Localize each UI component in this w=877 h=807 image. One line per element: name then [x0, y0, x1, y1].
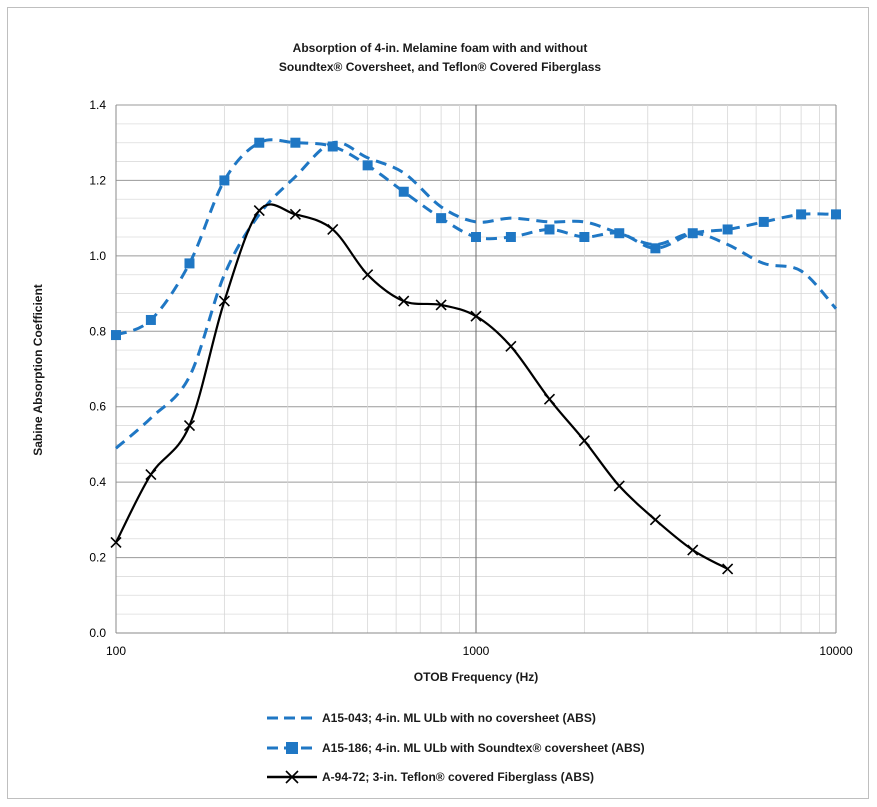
data-point-x — [505, 340, 517, 352]
data-point-x — [649, 514, 661, 526]
data-point-x — [327, 223, 339, 236]
data-point-square — [254, 137, 265, 148]
data-point-square — [722, 224, 733, 235]
series-layer — [110, 137, 841, 575]
data-point-x — [722, 563, 734, 575]
series-1 — [111, 137, 841, 341]
legend-label-1: A15-186; 4-in. ML ULb with Soundtex® cov… — [322, 741, 645, 755]
legend-item-2: A-94-72; 3-in. Teflon® covered Fiberglas… — [267, 770, 594, 784]
data-point-square — [614, 228, 625, 239]
legend-marker-2 — [285, 770, 299, 784]
y-tick-label: 0.6 — [89, 400, 106, 414]
series-2 — [110, 203, 734, 575]
chart-title-line-2: Soundtex® Coversheet, and Teflon® Covere… — [279, 60, 602, 74]
legend: A15-043; 4-in. ML ULb with no coversheet… — [267, 711, 645, 784]
legend-item-1: A15-186; 4-in. ML ULb with Soundtex® cov… — [267, 741, 645, 755]
data-point-square — [544, 224, 555, 235]
data-point-square — [687, 228, 698, 239]
data-point-square — [471, 232, 481, 242]
y-tick-label: 0.2 — [89, 551, 106, 565]
legend-label-2: A-94-72; 3-in. Teflon® covered Fiberglas… — [322, 770, 594, 784]
chart-title-line-1: Absorption of 4-in. Melamine foam with a… — [293, 41, 588, 55]
y-tick-label: 1.4 — [89, 98, 106, 112]
legend-marker-1 — [286, 742, 298, 754]
x-tick-label: 1000 — [463, 644, 490, 658]
data-point-square — [290, 137, 301, 148]
y-tick-label: 1.0 — [89, 249, 106, 263]
legend-label-0: A15-043; 4-in. ML ULb with no coversheet… — [322, 711, 596, 725]
x-tick-label: 100 — [106, 644, 126, 658]
data-point-x — [578, 435, 590, 447]
data-point-square — [327, 141, 338, 152]
data-point-x — [183, 420, 196, 432]
series-line-0 — [115, 140, 838, 450]
chart-frame — [7, 7, 869, 799]
data-point-square — [184, 258, 195, 269]
series-0 — [115, 140, 838, 450]
y-tick-label: 0.8 — [89, 324, 106, 338]
data-point-square — [219, 175, 230, 186]
series-line-2 — [115, 203, 729, 570]
data-point-x — [362, 269, 374, 281]
data-point-square — [398, 186, 409, 197]
plot-border — [115, 105, 837, 634]
data-point-square — [436, 213, 447, 224]
data-point-square — [796, 209, 807, 220]
x-axis-label: OTOB Frequency (Hz) — [414, 670, 538, 684]
data-point-x — [435, 299, 447, 311]
data-point-square — [111, 330, 121, 341]
data-point-square — [650, 243, 661, 254]
data-point-x — [218, 295, 230, 307]
data-point-square — [505, 232, 516, 242]
data-point-x — [253, 205, 265, 217]
data-point-x — [613, 480, 625, 492]
data-point-x — [145, 469, 157, 481]
data-point-x — [543, 393, 556, 405]
data-point-x — [110, 536, 122, 549]
data-point-square — [579, 232, 590, 242]
data-point-square — [362, 160, 373, 171]
y-tick-label: 0.4 — [89, 475, 106, 489]
legend-item-0: A15-043; 4-in. ML ULb with no coversheet… — [267, 711, 596, 725]
data-point-x — [470, 310, 482, 322]
data-point-square — [831, 209, 841, 220]
y-tick-label: 1.2 — [89, 173, 106, 187]
x-tick-label: 10000 — [819, 644, 853, 658]
data-point-x — [289, 208, 301, 220]
y-tick-label: 0.0 — [89, 626, 106, 640]
tick-labels: 0.0 0.2 0.4 0.6 0.8 1.0 1.2 1.4 100 1000 10000 — [89, 98, 853, 658]
data-point-x — [687, 544, 699, 556]
data-point-x — [398, 295, 410, 307]
data-point-square — [758, 216, 769, 227]
y-axis-label: Sabine Absorption Coefficient — [31, 284, 45, 456]
data-point-square — [145, 314, 156, 325]
